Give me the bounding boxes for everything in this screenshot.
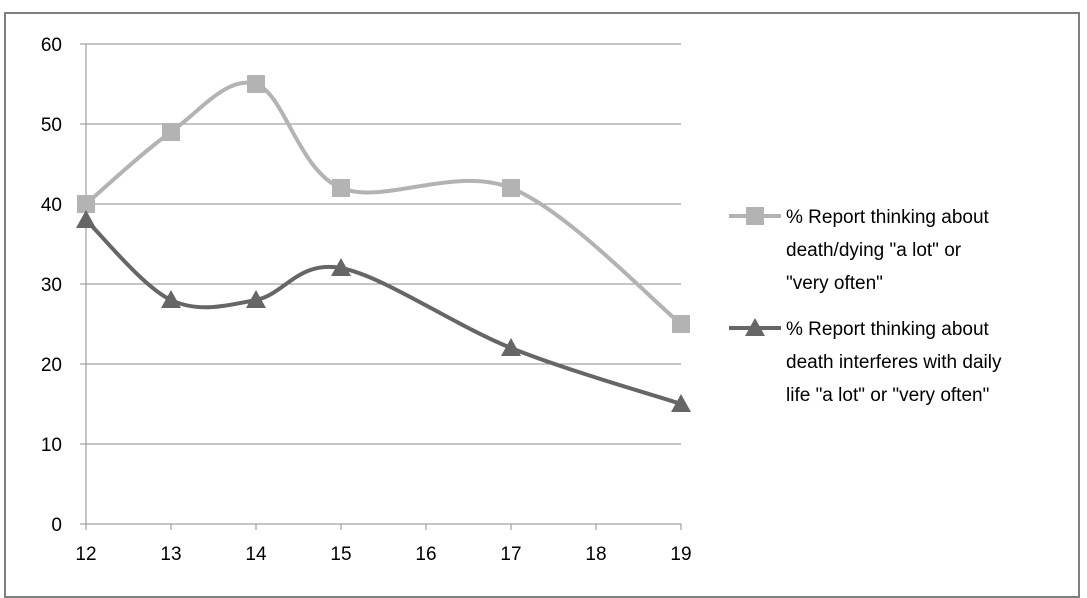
triangle-marker xyxy=(745,318,765,336)
legend-label: death/dying "a lot" or xyxy=(786,240,962,261)
line-chart: 0 10 20 30 40 50 60 12 13 14 15 16 17 18 19 % Report t… xyxy=(41,35,1002,565)
series-markers xyxy=(76,75,691,412)
legend-label: % Report thinking about xyxy=(786,207,990,228)
square-marker xyxy=(502,179,520,197)
triangle-marker xyxy=(501,338,521,356)
x-tick-label: 12 xyxy=(75,544,96,565)
series-line-1 xyxy=(84,80,683,326)
x-tick-label: 17 xyxy=(500,544,521,565)
square-marker xyxy=(746,207,764,225)
triangle-marker xyxy=(671,394,691,412)
triangle-marker xyxy=(161,290,181,308)
y-tick-label: 0 xyxy=(51,515,62,536)
legend-label: life "a lot" or "very often" xyxy=(786,385,989,406)
x-tick-label: 16 xyxy=(415,544,436,565)
legend-label: % Report thinking about xyxy=(786,319,990,340)
legend: % Report thinking about death/dying "a lo… xyxy=(729,207,1002,406)
y-tick-label: 50 xyxy=(41,115,62,136)
y-tick-label: 60 xyxy=(41,35,62,56)
y-tick-label: 40 xyxy=(41,195,62,216)
square-marker xyxy=(332,179,350,197)
triangle-marker xyxy=(246,290,266,308)
square-marker xyxy=(77,195,95,213)
legend-label: death interferes with daily xyxy=(786,352,1002,373)
gridlines xyxy=(86,43,681,445)
triangle-marker xyxy=(331,258,351,276)
y-tick-label: 10 xyxy=(41,435,62,456)
square-marker xyxy=(247,75,265,93)
legend-label: "very often" xyxy=(786,273,883,294)
y-tick-label: 20 xyxy=(41,355,62,376)
axes: 0 10 20 30 40 50 60 12 13 14 15 16 17 18 19 xyxy=(41,35,692,565)
x-tick-label: 14 xyxy=(245,544,267,565)
x-tick-label: 18 xyxy=(585,544,606,565)
x-tick-label: 13 xyxy=(160,544,181,565)
y-tick-label: 30 xyxy=(41,275,62,296)
triangle-marker xyxy=(76,210,96,228)
x-tick-label: 19 xyxy=(670,544,691,565)
x-tick-label: 15 xyxy=(330,544,351,565)
series-line-2 xyxy=(84,218,683,406)
square-marker xyxy=(672,315,690,333)
square-marker xyxy=(162,123,180,141)
